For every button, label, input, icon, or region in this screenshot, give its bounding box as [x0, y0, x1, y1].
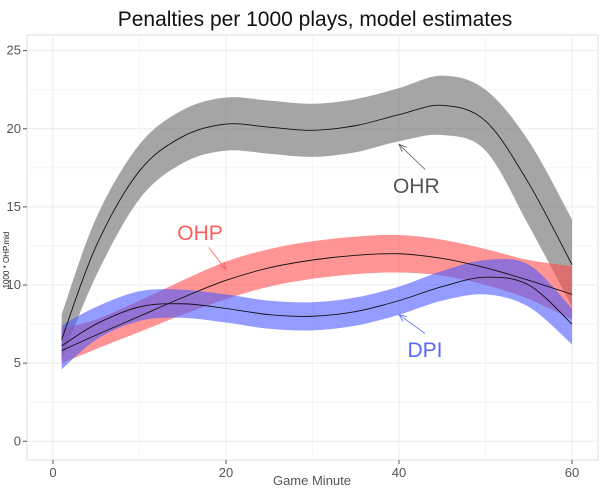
band-dpi: [61, 258, 573, 370]
x-axis-label: Game Minute: [273, 473, 351, 488]
annotations: OHR OHP DPI: [177, 143, 442, 362]
y-tick-label: 0: [14, 433, 21, 448]
arrowhead-icon: [398, 143, 407, 152]
axes: 0 5 10 15 20 25 0 20 40 60: [7, 43, 580, 480]
arrowhead-icon: [398, 314, 407, 322]
y-tick-label: 5: [14, 355, 21, 370]
y-tick-label: 25: [7, 43, 21, 58]
line-ohr: [61, 104, 573, 340]
annotation-arrow: [398, 314, 426, 334]
y-axis-label: 1000 * OHP.mid: [2, 232, 11, 289]
y-tick-label: 15: [7, 199, 21, 214]
band-ohp: [61, 234, 573, 364]
annotation-label-ohp: OHP: [177, 222, 223, 245]
band-ohr: [61, 75, 573, 360]
line-ohp: [61, 253, 573, 352]
x-tick-label: 0: [49, 465, 56, 480]
y-tick-label: 20: [7, 121, 21, 136]
line-dpi: [61, 276, 573, 347]
chart-title: Penalties per 1000 plays, model estimate…: [118, 8, 513, 31]
x-tick-label: 40: [392, 465, 406, 480]
bands: [61, 75, 573, 370]
y-tick-label: 10: [7, 277, 21, 292]
annotation-arrow: [208, 247, 227, 270]
x-tick-label: 20: [219, 465, 233, 480]
annotation-label-ohr: OHR: [393, 175, 440, 198]
annotation-label-dpi: DPI: [407, 339, 442, 362]
x-tick-label: 60: [565, 465, 579, 480]
annotation-arrow: [398, 144, 426, 170]
lines: [61, 104, 573, 352]
arrowhead-icon: [218, 261, 227, 271]
